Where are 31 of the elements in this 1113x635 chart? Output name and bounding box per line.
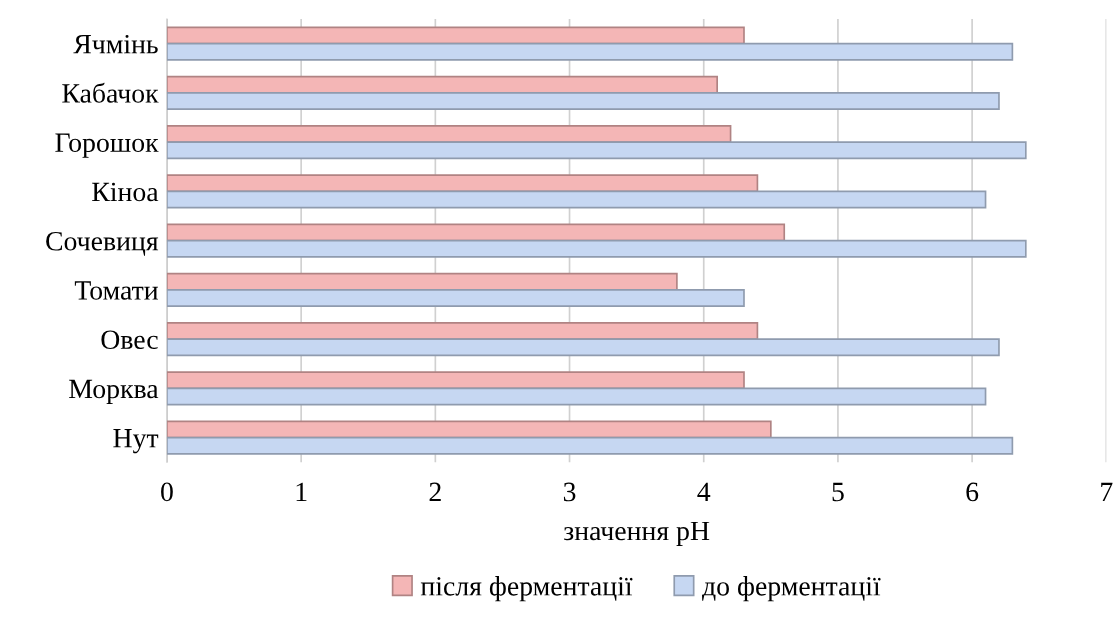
x-axis-title: значення pH — [564, 521, 710, 546]
x-tick-label: 2 — [429, 482, 441, 501]
bar — [166, 190, 987, 209]
x-tick-label: 7 — [1101, 482, 1113, 501]
bar — [166, 289, 745, 307]
y-tick-label: Ячмінь — [73, 34, 158, 54]
y-tick-label: Нут — [113, 429, 159, 454]
bar — [166, 436, 1014, 455]
bar — [166, 371, 745, 390]
bar — [166, 338, 1000, 357]
bar — [166, 42, 1014, 61]
x-tick-label: 3 — [563, 482, 576, 502]
y-tick-label: Сочевиця — [46, 231, 159, 256]
bar — [166, 387, 987, 406]
bar — [166, 239, 1027, 258]
x-tick-label: 0 — [161, 482, 173, 502]
x-tick-label: 4 — [697, 482, 711, 501]
y-tick-label: Овес — [101, 330, 158, 350]
y-tick-label: Томати — [74, 281, 158, 300]
x-tick-label: 5 — [832, 482, 844, 502]
bar — [166, 141, 1027, 160]
legend-label: після ферментації — [420, 576, 633, 602]
bar — [166, 174, 759, 193]
legend-label: до ферментації — [702, 576, 881, 602]
y-tick-label: Кіноа — [92, 182, 159, 202]
x-tick-label: 6 — [966, 482, 979, 502]
y-tick-label: Горошок — [55, 133, 159, 158]
y-tick-label: Морква — [69, 379, 159, 404]
x-tick-label: 1 — [296, 482, 307, 501]
y-tick-label: Кабачок — [62, 82, 159, 103]
bar — [166, 92, 1000, 111]
